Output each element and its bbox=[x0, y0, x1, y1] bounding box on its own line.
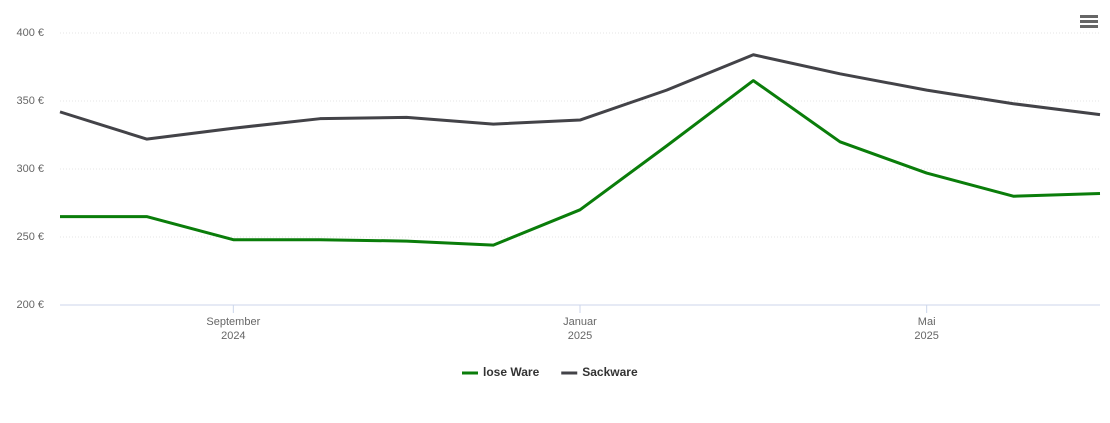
y-tick-label: 300 € bbox=[16, 163, 44, 175]
legend: lose Ware Sackware bbox=[462, 365, 638, 379]
x-tick-label: 2025 bbox=[568, 330, 592, 342]
menu-bar bbox=[1080, 15, 1098, 18]
x-tick-label: Mai bbox=[918, 316, 936, 328]
x-tick-label: September bbox=[206, 316, 260, 328]
legend-item[interactable]: lose Ware bbox=[462, 365, 540, 379]
y-tick-label: 200 € bbox=[16, 299, 44, 311]
x-tick-label: Januar bbox=[563, 316, 597, 328]
legend-item[interactable]: Sackware bbox=[561, 365, 638, 379]
menu-bar bbox=[1080, 20, 1098, 23]
x-tick-label: 2025 bbox=[914, 330, 938, 342]
y-tick-label: 250 € bbox=[16, 231, 44, 243]
menu-button[interactable] bbox=[1080, 15, 1098, 28]
y-tick-label: 350 € bbox=[16, 95, 44, 107]
menu-bar bbox=[1080, 25, 1098, 28]
series-line bbox=[59, 53, 1101, 141]
series-line bbox=[60, 79, 1101, 247]
y-tick-label: 400 € bbox=[16, 27, 44, 39]
legend-label: Sackware bbox=[582, 365, 638, 379]
x-tick-label: 2024 bbox=[221, 330, 245, 342]
legend-label: lose Ware bbox=[483, 365, 540, 379]
